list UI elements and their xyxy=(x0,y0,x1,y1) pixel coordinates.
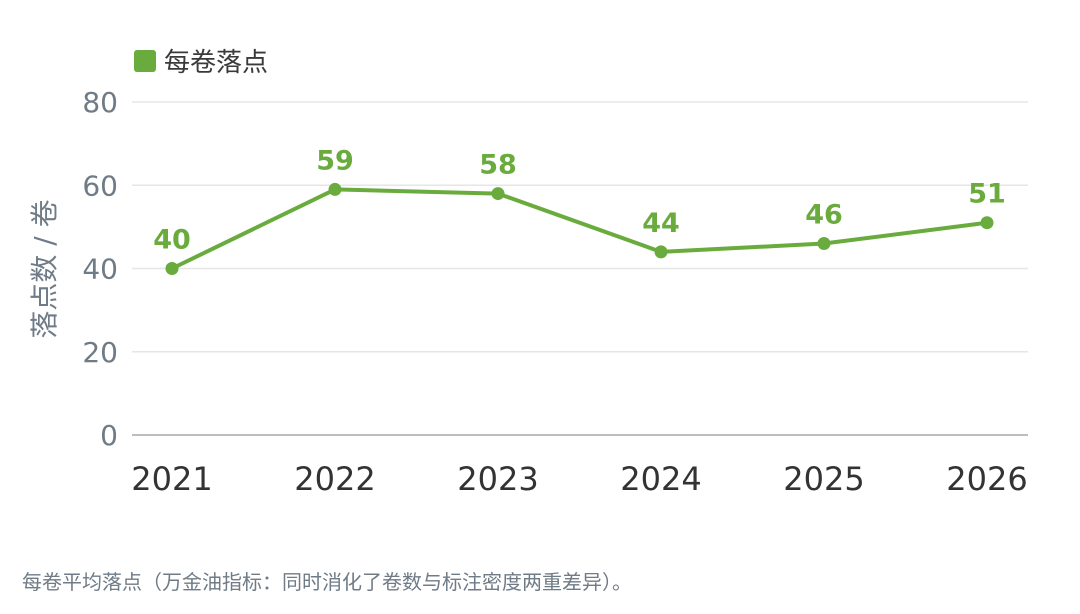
series-line xyxy=(170,187,989,271)
x-tick-label: 2025 xyxy=(783,460,864,498)
data-point xyxy=(491,187,505,201)
x-tick-label: 2023 xyxy=(457,460,538,498)
data-label: 58 xyxy=(479,150,517,181)
x-tick-label: 2021 xyxy=(131,460,212,498)
legend-swatch xyxy=(134,49,156,72)
data-point xyxy=(328,182,342,196)
data-label: 59 xyxy=(316,145,354,176)
data-label: 40 xyxy=(153,225,191,256)
x-tick-label: 2022 xyxy=(294,460,375,498)
data-label: 51 xyxy=(968,179,1006,210)
y-tick-label: 80 xyxy=(82,86,118,119)
data-label: 44 xyxy=(642,208,680,239)
data-label: 46 xyxy=(805,200,843,231)
y-axis-title: 落点数 / 卷 xyxy=(28,199,61,338)
data-point xyxy=(165,262,179,275)
x-tick-label: 2024 xyxy=(620,460,701,498)
y-tick-label: 60 xyxy=(82,169,118,202)
legend: 每卷落点 xyxy=(134,42,268,79)
y-tick-label: 20 xyxy=(82,336,118,369)
footnote: 每卷平均落点（万金油指标：同时消化了卷数与标注密度两重差异）。 xyxy=(22,570,632,594)
x-tick-label: 2026 xyxy=(946,460,1027,498)
y-tick-label: 0 xyxy=(100,419,118,452)
y-tick-label: 40 xyxy=(82,253,118,286)
legend-label: 每卷落点 xyxy=(164,48,269,78)
data-point xyxy=(817,237,831,251)
data-point xyxy=(654,245,668,259)
data-point xyxy=(980,216,994,230)
